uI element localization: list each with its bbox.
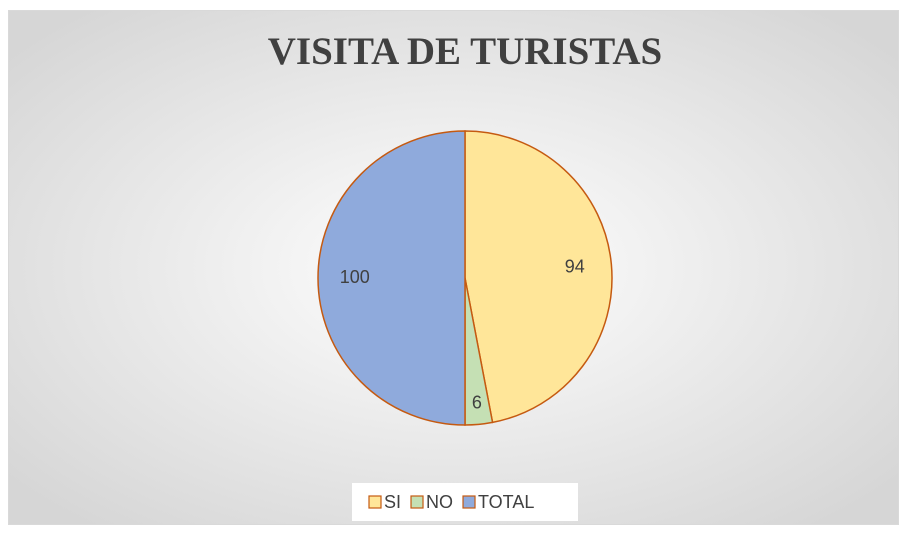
- data-label: 94: [565, 256, 585, 276]
- pie-slice: [464, 130, 613, 424]
- chart-title: VISITA DE TURISTAS: [268, 30, 663, 73]
- legend-swatch: [368, 495, 382, 509]
- legend-label: TOTAL: [478, 492, 534, 512]
- legend-label: NO: [426, 492, 453, 512]
- legend-label: SI: [384, 492, 401, 512]
- legend-swatch: [462, 495, 476, 509]
- pie-slice: [317, 130, 466, 426]
- legend-swatch: [410, 495, 424, 509]
- data-label: 6: [472, 393, 482, 413]
- legend: SI NO TOTAL: [368, 492, 534, 512]
- data-label: 100: [340, 267, 370, 287]
